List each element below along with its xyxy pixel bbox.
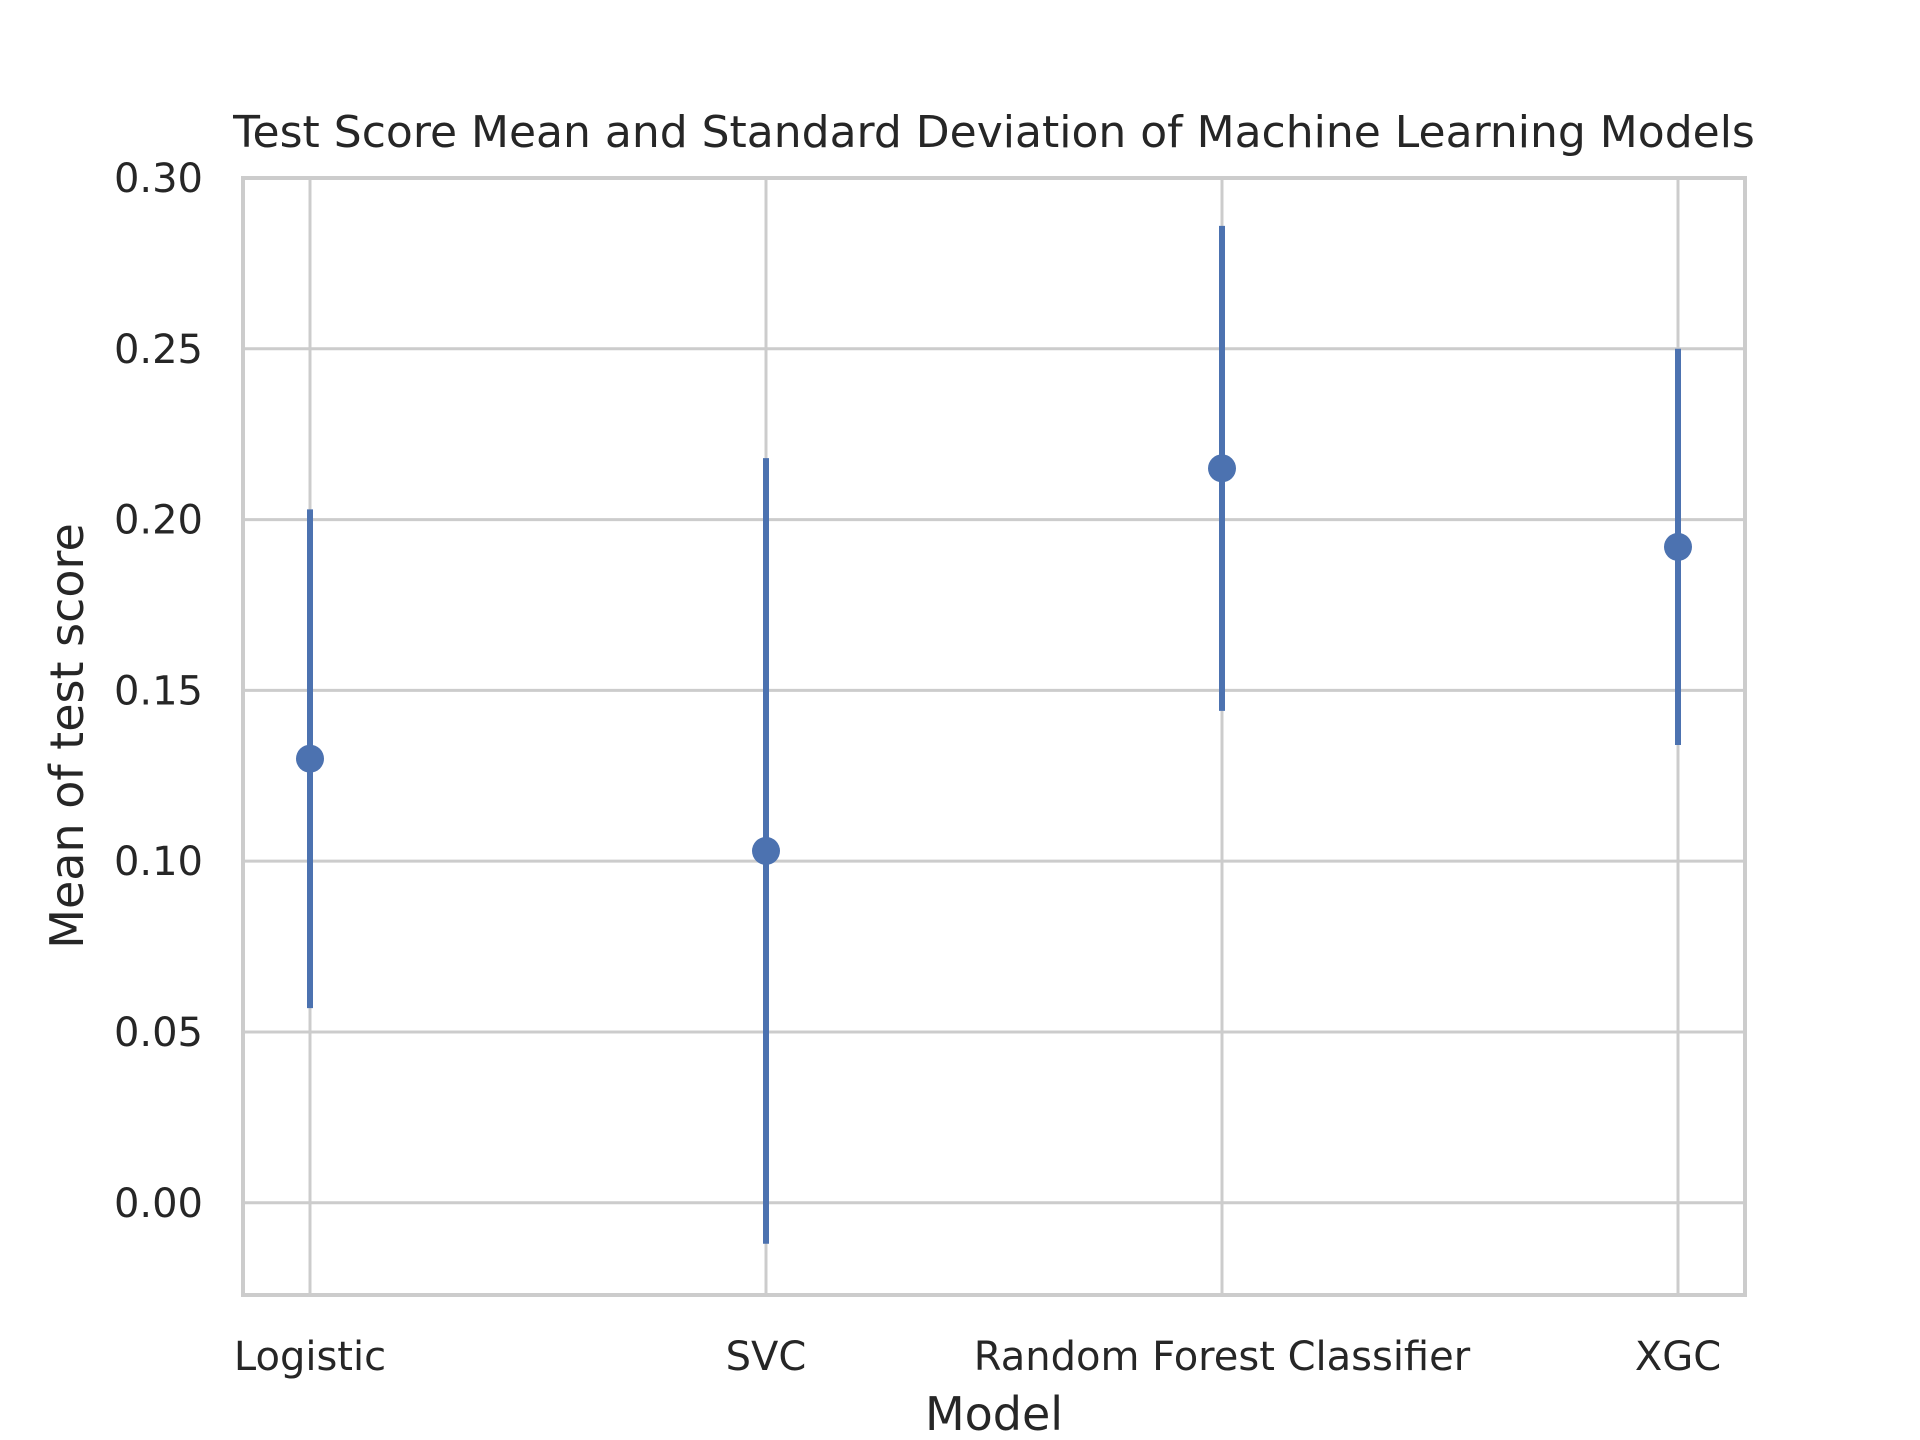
x-tick-label: Random Forest Classifier bbox=[974, 1334, 1471, 1380]
y-tick-label: 0.25 bbox=[114, 327, 203, 373]
y-tick-label: 0.20 bbox=[114, 498, 203, 544]
marks-layer bbox=[296, 225, 1692, 1244]
x-tick-label: Logistic bbox=[234, 1334, 386, 1380]
plot-frame bbox=[241, 176, 1747, 1297]
mean-point bbox=[296, 744, 324, 773]
grid-layer bbox=[243, 176, 1745, 1295]
x-tick-label: SVC bbox=[726, 1334, 807, 1380]
mean-point bbox=[1664, 532, 1692, 561]
y-tick-label: 0.00 bbox=[114, 1181, 203, 1227]
y-tick-label: 0.30 bbox=[114, 156, 203, 202]
mean-point bbox=[1208, 454, 1236, 483]
chart-title: Test Score Mean and Standard Deviation o… bbox=[232, 107, 1755, 158]
y-tick-label: 0.15 bbox=[114, 668, 203, 714]
y-axis-label: Mean of test score bbox=[40, 523, 94, 948]
y-tick-label: 0.10 bbox=[114, 839, 203, 885]
ticks-layer: 0.00 0.05 0.10 0.15 0.20 0.25 0.30 Logistic SVC R… bbox=[114, 156, 1721, 1380]
x-tick-label: XGC bbox=[1635, 1334, 1721, 1380]
y-tick-label: 0.05 bbox=[114, 1010, 203, 1056]
x-axis-label: Model bbox=[925, 1387, 1063, 1440]
mean-point bbox=[752, 836, 780, 865]
